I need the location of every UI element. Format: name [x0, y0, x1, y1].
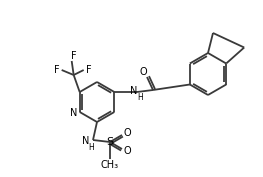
- Text: O: O: [139, 67, 147, 77]
- Text: H: H: [88, 142, 94, 152]
- Text: O: O: [123, 146, 131, 156]
- Text: CH₃: CH₃: [101, 160, 119, 170]
- Text: F: F: [86, 65, 92, 75]
- Text: F: F: [71, 51, 77, 61]
- Text: F: F: [54, 65, 59, 75]
- Text: N: N: [70, 108, 77, 118]
- Text: N: N: [130, 86, 138, 96]
- Text: S: S: [107, 137, 114, 147]
- Text: O: O: [123, 128, 131, 138]
- Text: H: H: [137, 93, 143, 102]
- Text: N: N: [82, 136, 90, 146]
